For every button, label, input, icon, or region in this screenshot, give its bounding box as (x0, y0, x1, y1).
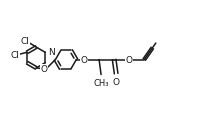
Text: O: O (40, 65, 47, 74)
Text: Cl: Cl (21, 36, 30, 45)
Text: O: O (80, 56, 88, 64)
Text: Cl: Cl (11, 50, 19, 59)
Text: N: N (48, 48, 54, 57)
Text: O: O (126, 56, 133, 64)
Text: CH₃: CH₃ (93, 78, 109, 87)
Text: O: O (113, 77, 120, 86)
